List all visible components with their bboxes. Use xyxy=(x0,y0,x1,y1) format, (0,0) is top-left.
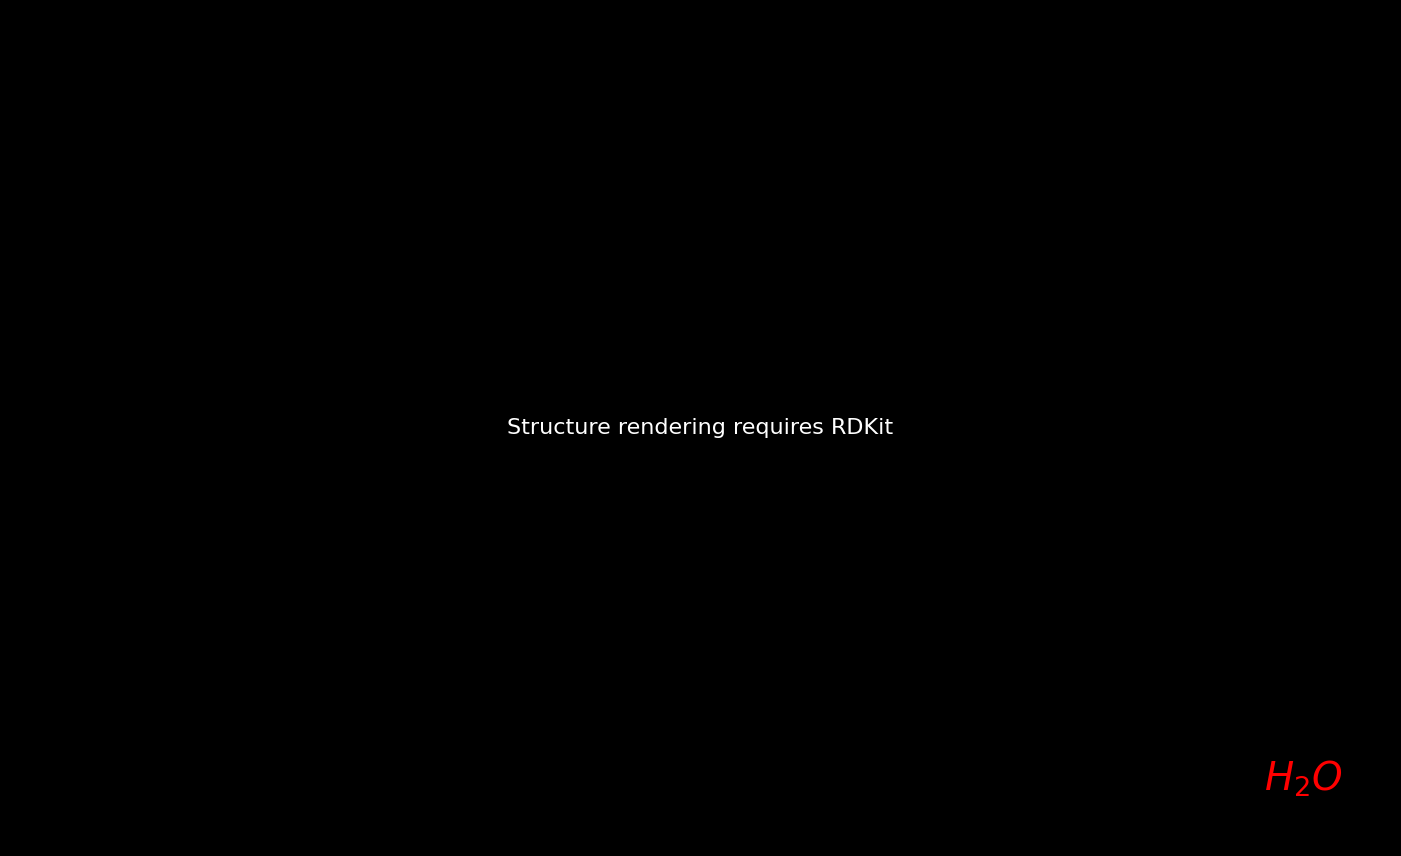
Text: $H_2O$: $H_2O$ xyxy=(1264,758,1342,800)
Text: Structure rendering requires RDKit: Structure rendering requires RDKit xyxy=(507,418,892,438)
